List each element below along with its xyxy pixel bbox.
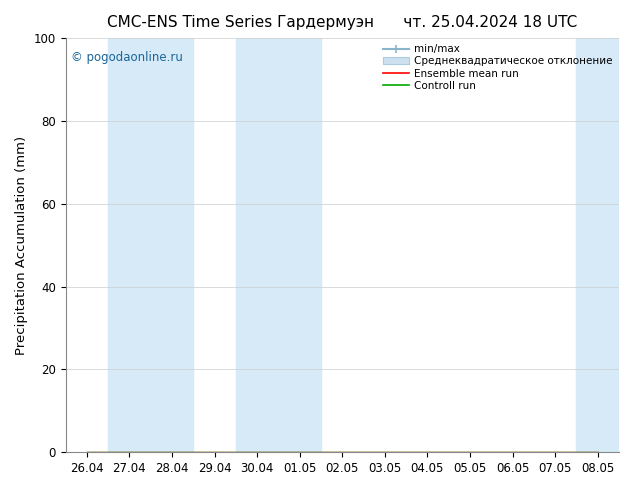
Bar [576, 38, 619, 452]
Title: CMC-ENS Time Series Гардермуэн      чт. 25.04.2024 18 UTC: CMC-ENS Time Series Гардермуэн чт. 25.04… [107, 15, 578, 30]
Text: © pogodaonline.ru: © pogodaonline.ru [71, 50, 183, 64]
Y-axis label: Precipitation Accumulation (mm): Precipitation Accumulation (mm) [15, 136, 28, 355]
Bar [108, 38, 193, 452]
Bar [236, 38, 321, 452]
Legend: min/max, Среднеквадратическое отклонение, Ensemble mean run, Controll run: min/max, Среднеквадратическое отклонение… [380, 41, 616, 94]
